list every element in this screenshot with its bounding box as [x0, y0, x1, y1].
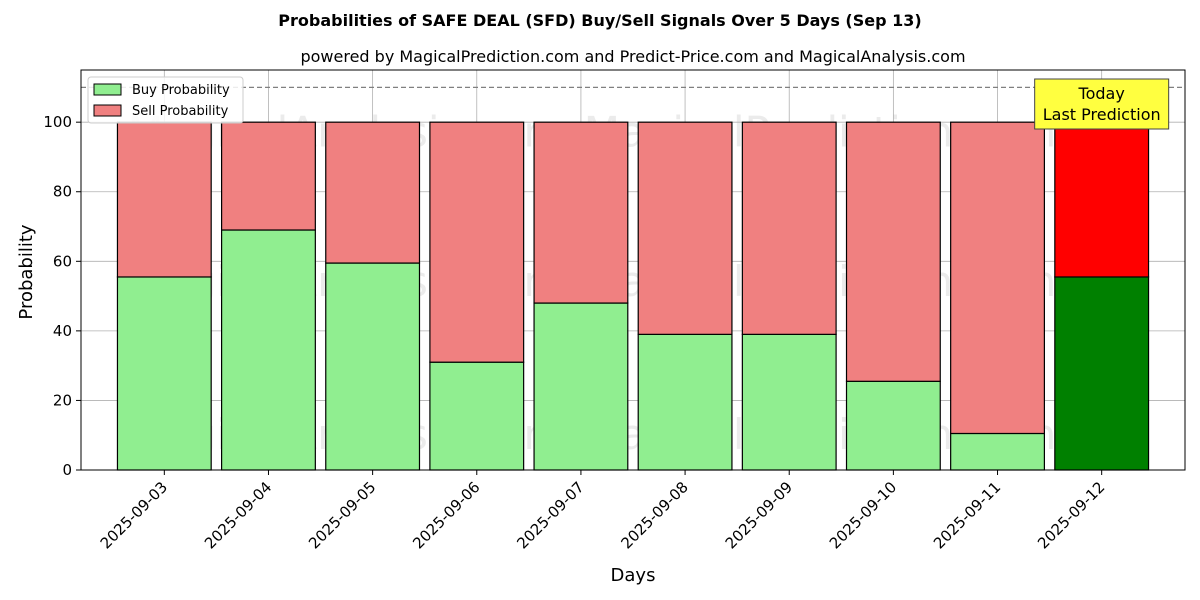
- sell-bar: [429, 121, 525, 363]
- sell-bar: [637, 121, 733, 335]
- buy-bar: [637, 333, 733, 471]
- y-tick-labels: 0 20 40 60 80 100: [43, 113, 72, 479]
- sell-bar: [741, 121, 837, 335]
- annotation-box: [1034, 78, 1170, 130]
- x-tick-label: 2025-09-05: [305, 478, 379, 552]
- chart-subtitle: powered by MagicalPrediction.com and Pre…: [300, 47, 965, 66]
- y-tick-label: 40: [53, 322, 72, 340]
- buy-bar: [325, 262, 421, 471]
- x-tick-label: 2025-09-03: [97, 478, 171, 552]
- x-tick-label: 2025-09-11: [930, 478, 1004, 552]
- legend-label: Buy Probability: [132, 83, 230, 98]
- buy-bar: [429, 361, 525, 471]
- legend-swatch: [93, 104, 122, 117]
- y-axis-label: Probability: [16, 224, 37, 319]
- y-tick-label: 0: [62, 461, 72, 479]
- buy-bar: [116, 276, 212, 471]
- buy-bar: [950, 432, 1045, 471]
- x-axis-label: Days: [611, 565, 656, 586]
- sell-bar: [116, 121, 212, 278]
- buy-bar: [741, 333, 837, 471]
- x-tick-label: 2025-09-10: [826, 478, 900, 552]
- x-tick-label: 2025-09-06: [409, 478, 483, 552]
- sell-bar: [533, 121, 629, 304]
- legend-swatch: [93, 83, 122, 96]
- chart-title: Probabilities of SAFE DEAL (SFD) Buy/Sel…: [278, 11, 921, 30]
- bars-layer: [116, 121, 1150, 471]
- legend-label: Sell Probability: [132, 104, 229, 119]
- annotation-line: Last Prediction: [1043, 105, 1161, 124]
- sell-bar: [845, 121, 941, 382]
- plot-frame: [80, 69, 1186, 471]
- x-tick-label: 2025-09-08: [618, 478, 692, 552]
- legend: Buy Probability Sell Probability: [87, 76, 244, 124]
- x-tick-label: 2025-09-09: [722, 478, 796, 552]
- sell-bar: [221, 121, 316, 231]
- axes-layer: [76, 69, 1186, 475]
- y-tick-label: 100: [43, 113, 72, 131]
- sell-bar: [1054, 121, 1150, 278]
- x-tick-label: 2025-09-07: [513, 478, 587, 552]
- buy-bar: [221, 229, 316, 471]
- buy-bar: [845, 380, 941, 471]
- buy-bar: [1054, 276, 1150, 471]
- x-tick-label: 2025-09-04: [201, 478, 275, 552]
- annotation-line: Today: [1078, 84, 1125, 103]
- y-tick-label: 20: [53, 391, 72, 409]
- sell-bar: [950, 121, 1045, 435]
- y-tick-label: 80: [53, 183, 72, 201]
- legend-box: [87, 76, 244, 124]
- buy-bar: [533, 302, 629, 471]
- today-annotation: Today Last Prediction: [1034, 78, 1170, 130]
- sell-bar: [325, 121, 421, 264]
- x-tick-label: 2025-09-12: [1034, 478, 1108, 552]
- y-tick-label: 60: [53, 252, 72, 270]
- x-tick-labels: 2025-09-03 2025-09-04 2025-09-05 2025-09-06…: [97, 478, 1109, 552]
